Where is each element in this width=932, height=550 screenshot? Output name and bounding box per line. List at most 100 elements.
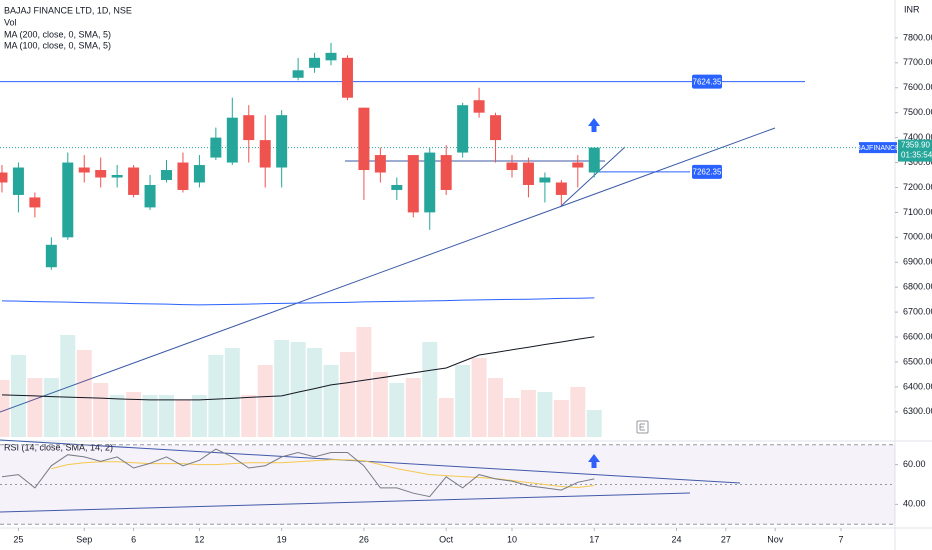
x-tick-label: 10: [507, 534, 517, 544]
volume-bar: [520, 390, 536, 437]
volume-bar: [43, 378, 59, 437]
candle-body: [309, 57, 321, 68]
volume-bar: [372, 372, 388, 437]
candle-body: [12, 167, 24, 195]
legend-line: MA (200, close, 0, SMA, 5): [4, 29, 111, 39]
volume-bar: [142, 395, 158, 437]
x-tick-label: 24: [672, 534, 682, 544]
volume-bar: [537, 392, 553, 437]
rsi-y-tick-label: 60.00: [903, 459, 926, 469]
volume-bar: [274, 340, 290, 437]
countdown-label: 01:35:54: [901, 151, 932, 160]
volume-bar: [27, 378, 43, 437]
y-tick-label: 6500.00: [903, 356, 932, 366]
volume-bar: [586, 410, 602, 437]
candle-body: [341, 57, 353, 98]
rsi-trendline[interactable]: [0, 492, 691, 513]
price-level-label: 7262.35: [693, 168, 722, 177]
candle-body: [490, 115, 502, 141]
volume-bar: [389, 383, 405, 437]
candle-body: [144, 184, 156, 208]
volume-bar: [93, 383, 109, 437]
candle-body: [506, 162, 518, 171]
x-tick-label: 6: [131, 534, 136, 544]
chart-title: BAJAJ FINANCE LTD, 1D, NSE: [4, 5, 132, 15]
y-tick-label: 6800.00: [903, 282, 932, 292]
candle-body: [473, 100, 485, 113]
price-level-badge: [692, 164, 722, 179]
legend-line: Vol: [4, 17, 17, 27]
candle-body: [440, 155, 452, 190]
y-tick-label: 6400.00: [903, 381, 932, 391]
x-tick-label: Oct: [439, 534, 454, 544]
volume-bar: [126, 392, 142, 437]
volume-bar: [504, 398, 520, 437]
y-tick-label: 6700.00: [903, 306, 932, 316]
candle-body: [177, 162, 189, 190]
earnings-icon-glyph: [639, 423, 645, 431]
y-tick-label: 7200.00: [903, 182, 932, 192]
trendline[interactable]: [0, 127, 776, 413]
candle-body: [78, 167, 90, 173]
candle-body: [539, 177, 551, 183]
y-tick-label: 7600.00: [903, 82, 932, 92]
volume-bar: [224, 348, 240, 437]
volume-bar: [257, 365, 273, 437]
volume-bar: [191, 395, 207, 437]
volume-bar: [76, 350, 92, 437]
symbol-badge: [859, 142, 897, 154]
volume-bar: [570, 387, 586, 437]
arrow-up-marker: [588, 118, 600, 132]
legend-line: MA (100, close, 0, SMA, 5): [4, 40, 111, 50]
candle-body: [111, 175, 123, 178]
candle-body: [45, 244, 57, 268]
volume-bar: [290, 342, 306, 437]
candle-body: [522, 162, 534, 185]
y-tick-label: 7000.00: [903, 232, 932, 242]
candle-body: [457, 105, 469, 153]
rsi-title: RSI (14, close, SMA, 14, 2): [4, 442, 113, 452]
arrow-up-marker: [588, 454, 600, 468]
moving-average-line: [1, 297, 595, 306]
last-price-label: 7359.90: [901, 141, 930, 150]
volume-bar: [323, 365, 339, 437]
volume-bar: [0, 380, 10, 437]
y-tick-label: 7400.00: [903, 132, 932, 142]
candle-body: [226, 117, 238, 163]
candle-body: [128, 167, 140, 195]
rsi-trendline[interactable]: [0, 439, 741, 484]
volume-bar: [339, 352, 355, 437]
volume-bar: [422, 342, 438, 437]
rsi-line: [1, 448, 595, 498]
candle-body: [555, 182, 567, 195]
x-tick-label: 17: [589, 534, 599, 544]
volume-bar: [405, 378, 421, 437]
volume-bar: [158, 395, 174, 437]
volume-bar: [109, 395, 125, 437]
candle-body: [193, 165, 205, 183]
candle-body: [29, 197, 41, 208]
y-tick-label: 7300.00: [903, 157, 932, 167]
volume-bar: [10, 355, 26, 437]
x-tick-label: 25: [13, 534, 23, 544]
candle-body: [243, 115, 255, 141]
volume-bar: [455, 365, 471, 437]
x-tick-label: Sep: [76, 534, 92, 544]
candle-body: [572, 162, 584, 168]
volume-bar: [175, 400, 191, 437]
price-level-badge: [692, 74, 722, 89]
volume-bar: [241, 395, 257, 437]
candle-body: [424, 152, 436, 213]
x-tick-label: 7: [839, 534, 844, 544]
y-tick-label: 6300.00: [903, 406, 932, 416]
volume-bar: [307, 348, 323, 437]
candle-body: [160, 170, 172, 180]
trendline[interactable]: [559, 146, 626, 208]
x-tick-label: 26: [359, 534, 369, 544]
candle-body: [276, 115, 288, 168]
symbol-label: BAJFINANCE: [856, 145, 900, 152]
candle-body: [210, 137, 222, 158]
candle-body: [407, 155, 419, 213]
